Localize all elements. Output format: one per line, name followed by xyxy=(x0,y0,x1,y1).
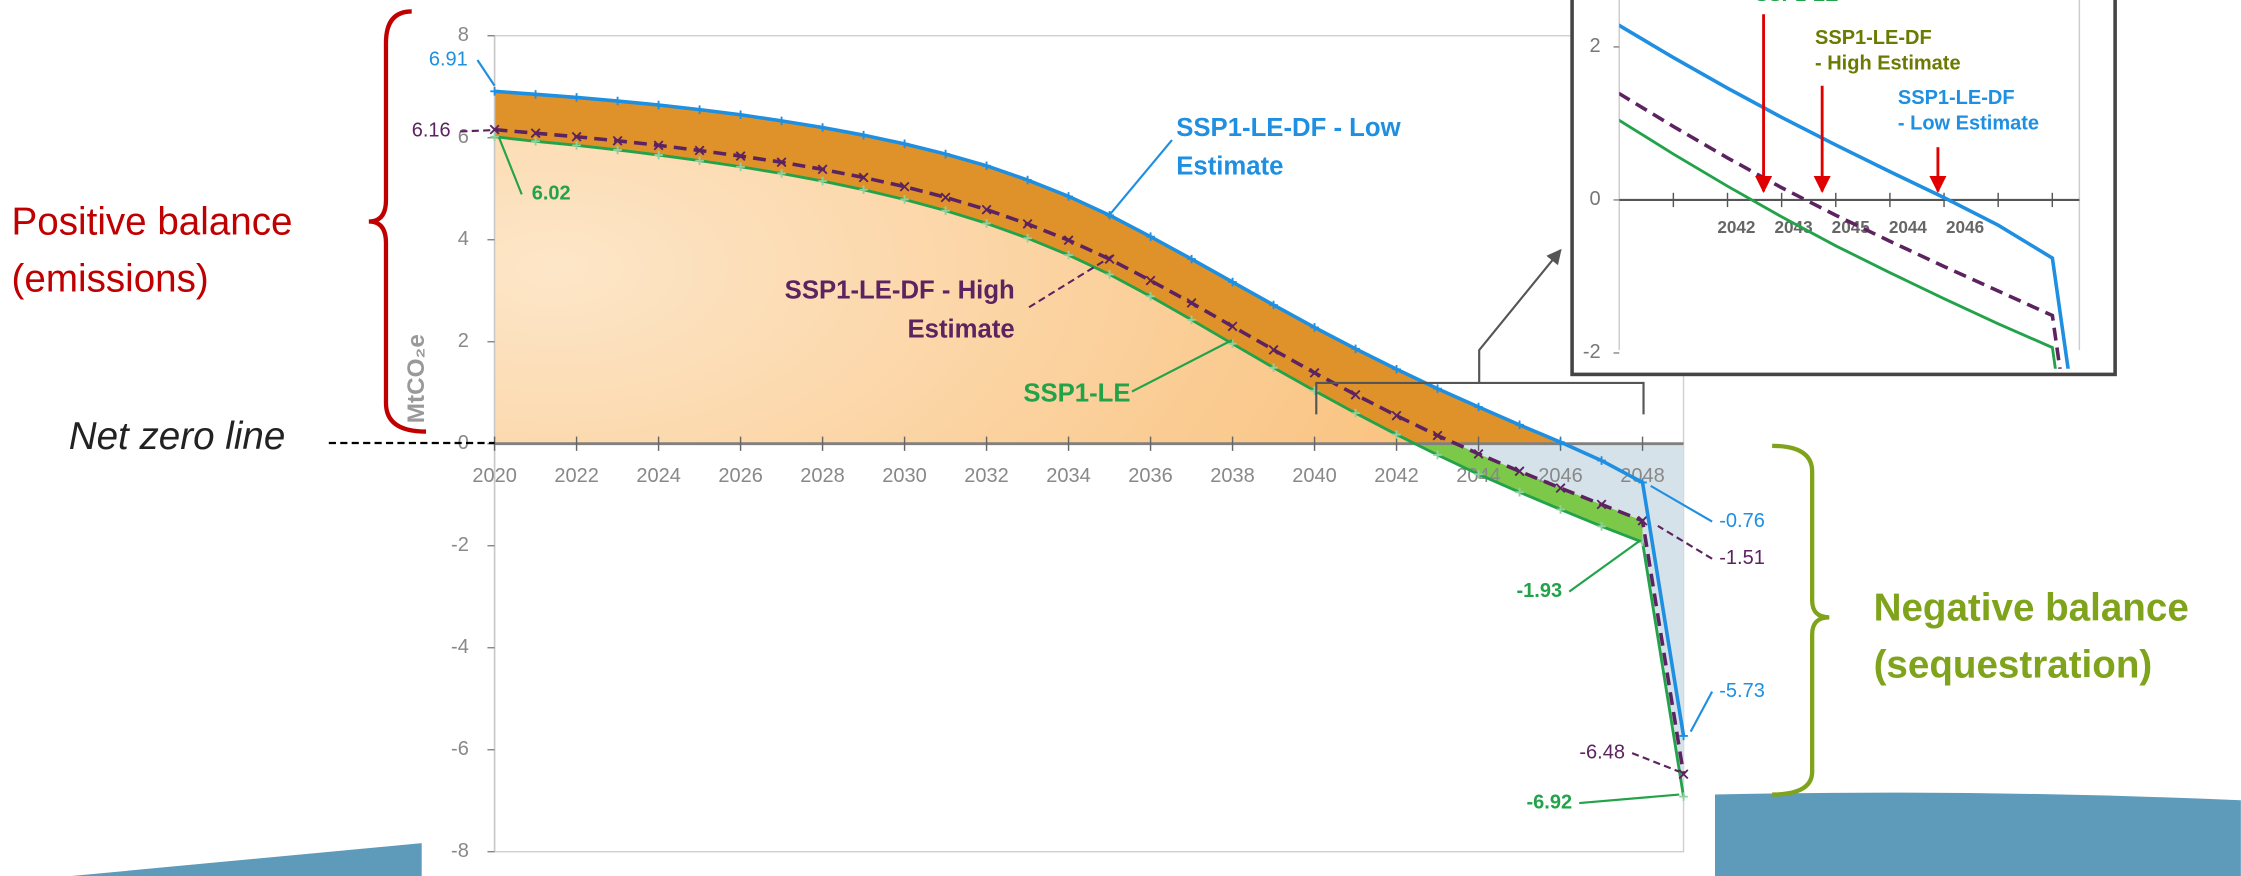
y-axis-label: MtCO₂e xyxy=(403,334,430,423)
x-tick-label: 2022 xyxy=(554,465,598,487)
data-label: 6.16 xyxy=(412,120,451,142)
x-tick-label: 2028 xyxy=(800,465,845,487)
series-name-text: SSP1-LE-DF - Low Estimate xyxy=(1176,109,1426,186)
data-label: -1.51 xyxy=(1719,547,1765,569)
label-leader xyxy=(1691,692,1712,732)
page: {"chart_data": { "type": "line", "y_labe… xyxy=(0,0,2241,876)
data-label: -6.92 xyxy=(1526,791,1572,813)
data-label: 6.91 xyxy=(429,48,468,70)
x-tick-label: 2036 xyxy=(1128,465,1172,487)
inset-annotation: - High Estimate xyxy=(1815,53,1961,75)
data-label: -6.48 xyxy=(1579,741,1625,763)
series-name: SSP1-LE-DF - High Estimate xyxy=(772,272,1015,358)
label-leader xyxy=(477,60,494,86)
series-name-text: SSP1-LE-DF - High Estimate xyxy=(772,272,1015,349)
x-tick-label: 2034 xyxy=(1046,465,1091,487)
y-tick-label: 2 xyxy=(458,330,469,352)
y-tick-label: 8 xyxy=(458,24,469,46)
negative-label: Negative balance xyxy=(1874,586,2189,629)
decor-shape xyxy=(1715,793,2241,876)
series-name: SSP1-LE xyxy=(1023,374,1137,460)
data-label: -5.73 xyxy=(1719,680,1765,702)
positive-label: (emissions) xyxy=(12,258,209,301)
inset-y-tick-label: 0 xyxy=(1590,188,1601,210)
brace xyxy=(1772,446,1829,795)
x-tick-label: 2026 xyxy=(718,465,763,487)
negative-label: (sequestration) xyxy=(1874,644,2153,687)
y-tick-label: -4 xyxy=(451,636,469,658)
y-tick-label: 4 xyxy=(458,228,469,250)
inset-y-tick-label: -2 xyxy=(1583,341,1601,363)
x-tick-label: 2020 xyxy=(472,465,517,487)
chart: -8 -6 -4 -2 0 2 4 6 8 2020 2022 2024 2026 2028 2030 203… xyxy=(0,0,2241,876)
inset-annotation: - Low Estimate xyxy=(1898,113,2039,135)
x-tick-label: 2042 xyxy=(1374,465,1418,487)
series-name-text: SSP1-LE xyxy=(1023,374,1137,413)
x-tick-label: 2030 xyxy=(882,465,927,487)
y-tick-label: -2 xyxy=(451,534,469,556)
x-tick-label: 2024 xyxy=(636,465,681,487)
x-tick-label: 2032 xyxy=(964,465,1008,487)
data-label: 6.02 xyxy=(532,183,571,205)
y-tick-label: 6 xyxy=(458,126,469,148)
inset-x-tick-label: 2044 xyxy=(1889,217,1928,237)
x-tick-label: 2038 xyxy=(1210,465,1255,487)
inset-annotation: SSP1-LE-DF xyxy=(1815,27,1932,49)
inset-x-tick-label: 2042 xyxy=(1717,217,1755,237)
inset-x-tick-label: 2046 xyxy=(1946,217,1984,237)
inset-annotation: SSP1-LE-DF xyxy=(1898,87,2015,109)
inset-y-tick-label: 2 xyxy=(1590,35,1601,57)
decor-shape xyxy=(72,843,422,876)
inset-annotation: SSP1-LE xyxy=(1755,0,1838,6)
data-label: -0.76 xyxy=(1719,510,1765,532)
data-label: -1.93 xyxy=(1516,580,1562,602)
series-name: SSP1-LE-DF - Low Estimate xyxy=(1176,109,1426,195)
positive-label: Positive balance xyxy=(12,201,293,244)
y-tick-label: -8 xyxy=(451,840,469,862)
inset-x-tick-label: 2043 xyxy=(1775,217,1813,237)
y-tick-label: -6 xyxy=(451,738,469,760)
net-zero-label: Net zero line xyxy=(69,415,286,458)
label-leader xyxy=(460,130,494,131)
x-tick-label: 2040 xyxy=(1292,465,1337,487)
